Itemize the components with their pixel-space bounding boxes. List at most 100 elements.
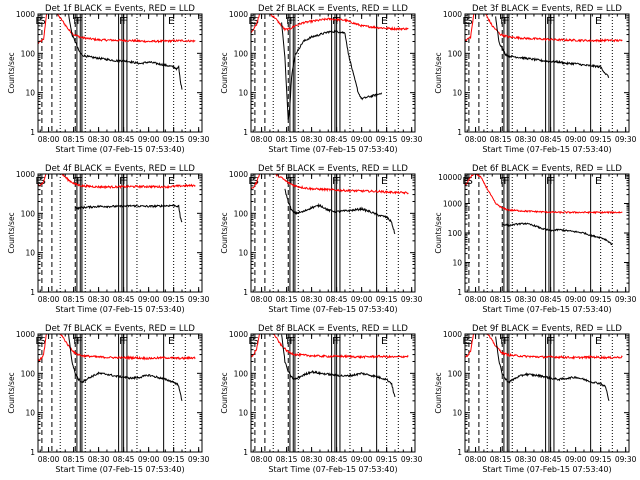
x-tick-label: 09:15 [163,135,185,144]
x-tick-label: 08:15 [276,295,298,304]
x-tick-label: 09:00 [565,135,587,144]
x-tick-label: 08:15 [490,455,512,464]
marker-label: F [290,336,296,347]
x-tick-label: 08:00 [465,295,487,304]
plot-frame [37,173,203,293]
marker-label: F [119,176,125,187]
x-tick-label: 08:00 [38,455,60,464]
marker-label: F [332,16,338,27]
x-axis-label: Start Time (07-Feb-15 07:53:40) [55,305,184,314]
x-tick-label: 08:15 [276,455,298,464]
x-tick-label: 09:15 [163,455,185,464]
x-tick-label: 08:15 [63,295,85,304]
marker-label: F [335,16,341,27]
x-tick-label: 08:15 [63,135,85,144]
marker-label: E [168,176,174,187]
x-tick-label: 09:30 [615,135,637,144]
marker-label: S [40,16,46,27]
y-axis-label: Counts/sec [7,52,16,93]
marker-label: S [253,176,259,187]
y-axis-label: Counts/sec [434,372,443,413]
y-tick-label: 100 [448,229,463,238]
x-tick-label: 09:30 [188,135,210,144]
x-tick-label: 09:00 [138,455,160,464]
y-axis-label: Counts/sec [220,52,229,93]
x-tick-label: 09:00 [138,295,160,304]
x-tick-label: 08:30 [515,135,537,144]
marker-label: F [504,176,510,187]
x-tick-label: 09:15 [376,135,398,144]
marker-label: S [467,336,473,347]
marker-label: F [332,336,338,347]
marker-label: E [595,336,601,347]
y-tick-label: 10 [25,409,35,418]
marker-label: F [122,16,128,27]
x-tick-label: 09:30 [401,455,423,464]
y-tick-label: 1000 [16,10,35,19]
chart-title: Det 3f BLACK = Events, RED = LLD [472,4,622,14]
marker-label: E [35,336,41,347]
series-line-lld [251,174,409,195]
marker-label: F [500,336,506,347]
marker-label: F [77,336,83,347]
y-tick-label: 10 [238,249,248,258]
y-axis-label: Counts/sec [434,212,443,253]
y-tick-label: 100 [21,209,36,218]
y-tick-label: 1 [457,128,462,137]
series-line-events [502,222,613,246]
x-tick-label: 08:45 [113,295,135,304]
marker-label: S [253,16,259,27]
x-tick-label: 09:00 [351,455,373,464]
marker-label: F [77,16,83,27]
y-tick-label: 100 [234,49,249,58]
x-tick-label: 08:00 [251,295,273,304]
y-tick-label: 1000 [443,10,462,19]
x-tick-label: 09:15 [590,295,612,304]
y-tick-label: 100 [21,369,36,378]
x-axis-label: Start Time (07-Feb-15 07:53:40) [482,465,611,474]
marker-label: F [546,16,552,27]
marker-label: F [286,16,292,27]
y-tick-label: 1000 [443,200,462,209]
x-tick-label: 09:15 [163,295,185,304]
y-tick-label: 1 [457,448,462,457]
series-line-lld [251,14,409,34]
marker-label: F [504,336,510,347]
marker-label: E [381,16,387,27]
x-tick-label: 08:30 [88,455,110,464]
marker-label: S [467,176,473,187]
y-tick-label: 1000 [229,170,248,179]
marker-label: F [504,16,510,27]
series-line-lld [465,334,623,360]
y-tick-label: 10000 [438,173,462,182]
series-line-lld [38,334,196,363]
x-tick-label: 09:15 [590,135,612,144]
x-tick-label: 09:15 [376,455,398,464]
x-tick-label: 08:30 [301,135,323,144]
y-tick-label: 1000 [229,10,248,19]
y-tick-label: 100 [21,49,36,58]
y-tick-label: 10 [452,259,462,268]
series-line-lld [465,174,623,215]
y-axis-label: Counts/sec [220,212,229,253]
marker-label: E [462,16,468,27]
y-tick-label: 100 [234,209,249,218]
plot-frame [250,173,416,293]
y-tick-label: 100 [448,49,463,58]
y-tick-label: 1 [457,288,462,297]
marker-label: E [35,16,41,27]
marker-label: E [168,16,174,27]
marker-label: E [462,176,468,187]
marker-label: F [73,336,79,347]
marker-label: F [290,176,296,187]
y-axis-label: Counts/sec [434,52,443,93]
marker-label: F [73,176,79,187]
marker-label: E [595,176,601,187]
y-tick-label: 10 [452,89,462,98]
chart-title: Det 2f BLACK = Events, RED = LLD [258,4,408,14]
marker-label: F [77,176,83,187]
